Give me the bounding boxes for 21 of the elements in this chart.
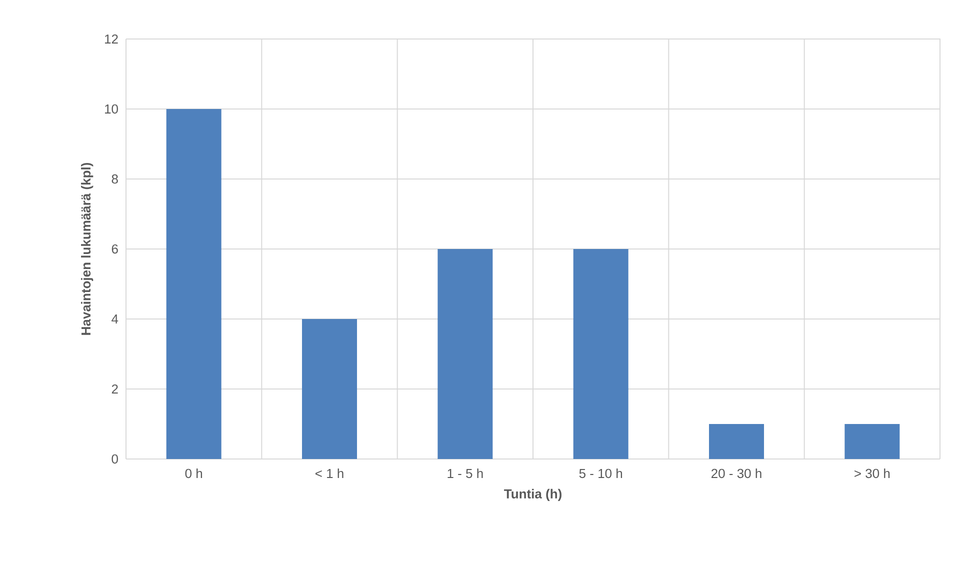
y-tick-label: 12	[105, 34, 118, 44]
x-axis-title: Tuntia (h)	[504, 488, 562, 502]
x-tick-label: 0 h	[185, 468, 202, 478]
y-tick-label: 8	[112, 174, 118, 184]
y-tick-label: 4	[112, 314, 118, 324]
y-axis-title: Havaintojen lukumäärä (kpl)	[81, 162, 94, 335]
x-tick-label: < 1 h	[316, 468, 344, 478]
bar	[302, 318, 358, 459]
bar	[573, 248, 628, 459]
bar	[844, 424, 900, 459]
y-tick-label: 6	[112, 244, 118, 254]
y-tick-label: 0	[112, 454, 118, 464]
y-tick-label: 10	[105, 104, 118, 114]
bar	[709, 424, 764, 459]
bar	[166, 108, 222, 459]
x-tick-label: 20 - 30 h	[712, 468, 762, 478]
bar	[438, 248, 493, 459]
x-tick-label: 1 - 5 h	[448, 468, 483, 478]
x-tick-label: > 30 h	[854, 468, 890, 478]
x-tick-label: 5 - 10 h	[579, 468, 622, 478]
y-tick-label: 2	[112, 384, 118, 394]
